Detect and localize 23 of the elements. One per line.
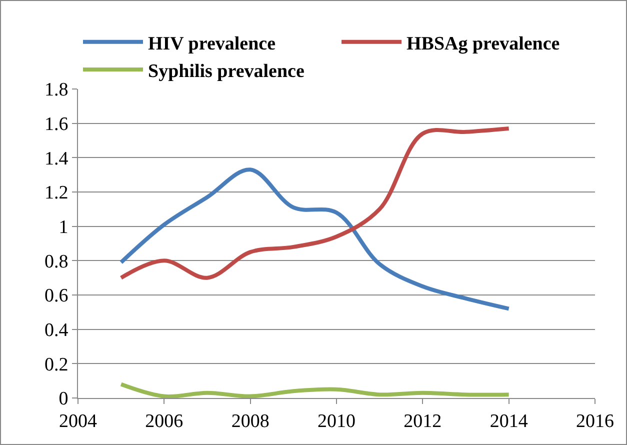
y-tick-label: 1 [58, 216, 68, 238]
y-tick-label: 0.4 [44, 320, 69, 341]
y-tick-label: 1.6 [44, 114, 68, 135]
line-series [119, 126, 511, 280]
line-series [119, 168, 511, 311]
x-tick-label: 2014 [490, 410, 528, 432]
y-tick-label: 0.2 [44, 354, 68, 376]
y-tick-label: 1.8 [44, 80, 68, 101]
x-tick-label: 2008 [231, 410, 270, 432]
y-tick-label: 0 [58, 388, 68, 410]
y-tick-label: 1.4 [44, 148, 69, 170]
legend-label: HBSAg prevalence [406, 33, 560, 54]
legend-label: Syphilis prevalence [148, 60, 304, 82]
line-series [119, 382, 511, 398]
x-tick-label: 2010 [318, 410, 356, 432]
x-tick-label: 2006 [145, 410, 184, 432]
y-tick-label: 0.8 [44, 251, 68, 272]
x-tick-label: 2004 [59, 410, 98, 432]
y-tick-label: 1.2 [44, 182, 68, 204]
legend-label: HIV prevalence [148, 33, 276, 54]
x-tick-label: 2012 [404, 410, 442, 432]
x-tick-label: 2016 [576, 410, 614, 432]
y-tick-label: 0.6 [44, 286, 68, 307]
